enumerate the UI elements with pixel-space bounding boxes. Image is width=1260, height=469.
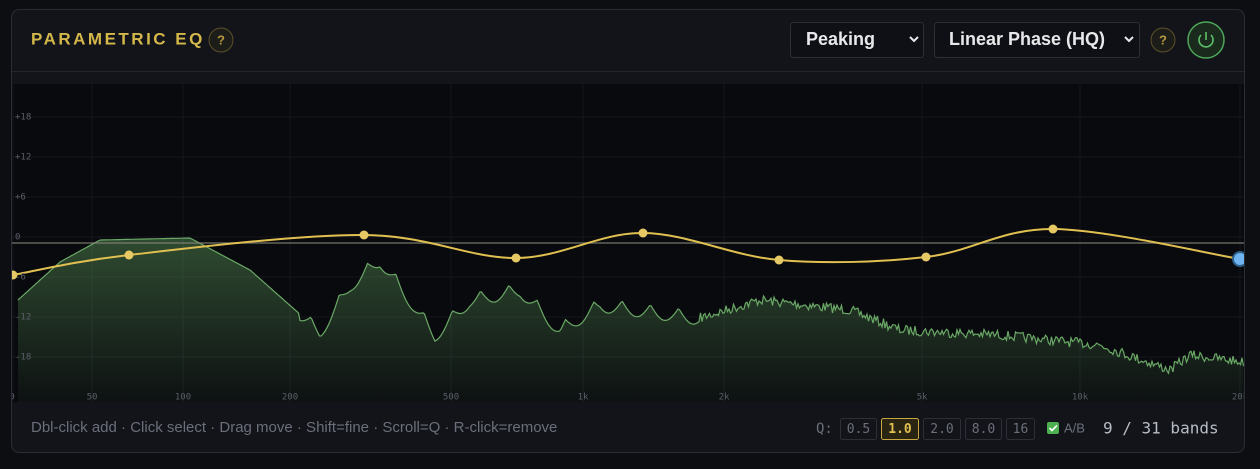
ab-toggle[interactable]: A/B [1047, 420, 1085, 435]
q-label: Q: [816, 421, 833, 437]
filter-type-select[interactable]: Peaking [790, 22, 924, 58]
select-value[interactable]: Linear Phase (HQ) [949, 29, 1105, 49]
q-buttons: 0.5 1.0 2.0 8.0 16 [840, 418, 1035, 440]
y-label: -12 [15, 313, 31, 323]
eq-node[interactable] [774, 255, 784, 265]
y-label: -6 [15, 273, 26, 283]
x-label: 20k [1232, 393, 1249, 403]
graph: +18 +12 +6 0 -6 -12 -18 20 50 100 200 500 1k 2k 5k 10k 2… [4, 84, 1249, 403]
x-label: 5k [917, 393, 928, 403]
q-option[interactable]: 8.0 [972, 422, 995, 437]
x-label: 20 [4, 393, 15, 403]
spectrum-fill [18, 238, 1244, 402]
q-button[interactable] [923, 418, 961, 440]
title: PARAMETRIC EQ [31, 29, 205, 48]
band-count: 9 / 31 bands [1103, 419, 1219, 438]
q-button[interactable] [1006, 418, 1035, 440]
q-option[interactable]: 0.5 [847, 422, 870, 437]
selected-node[interactable] [1232, 251, 1247, 267]
q-option[interactable]: 1.0 [888, 422, 912, 437]
x-label: 2k [719, 393, 730, 403]
q-option[interactable]: 16 [1013, 422, 1029, 437]
q-option[interactable]: 2.0 [930, 422, 953, 437]
eq-node[interactable] [921, 252, 931, 262]
x-label: 1k [578, 393, 589, 403]
spectrum-line [17, 237, 1244, 375]
mode-select[interactable]: Linear Phase (HQ) [934, 22, 1140, 58]
y-label: +18 [15, 113, 31, 123]
x-label: 100 [175, 393, 191, 403]
eq-node[interactable] [124, 250, 134, 260]
eq-node[interactable] [1048, 224, 1058, 234]
hint: Dbl-click add · Click select · Drag move… [31, 419, 557, 436]
y-label: +12 [15, 153, 31, 163]
help-button[interactable]: ? [208, 27, 234, 53]
y-label: +6 [15, 193, 26, 203]
y-label: 0 [15, 233, 20, 243]
q-button[interactable] [965, 418, 1002, 440]
x-label: 50 [87, 393, 98, 403]
x-label: 500 [443, 393, 459, 403]
y-label: -18 [15, 353, 31, 363]
eq-node[interactable] [9, 270, 18, 280]
q-button[interactable] [881, 418, 919, 440]
x-label: 10k [1072, 393, 1089, 403]
eq-node[interactable] [511, 253, 521, 263]
help-icon[interactable]: ? [217, 32, 225, 47]
q-button[interactable] [840, 418, 877, 440]
eq-node[interactable] [359, 230, 369, 240]
eq-node[interactable] [638, 228, 648, 238]
help-button[interactable]: ? [1150, 27, 1176, 53]
x-label: 200 [282, 393, 298, 403]
help-icon[interactable]: ? [1159, 32, 1167, 47]
ab-label[interactable]: A/B [1064, 420, 1085, 435]
power-button[interactable] [1187, 21, 1225, 59]
select-value[interactable]: Peaking [806, 29, 875, 49]
